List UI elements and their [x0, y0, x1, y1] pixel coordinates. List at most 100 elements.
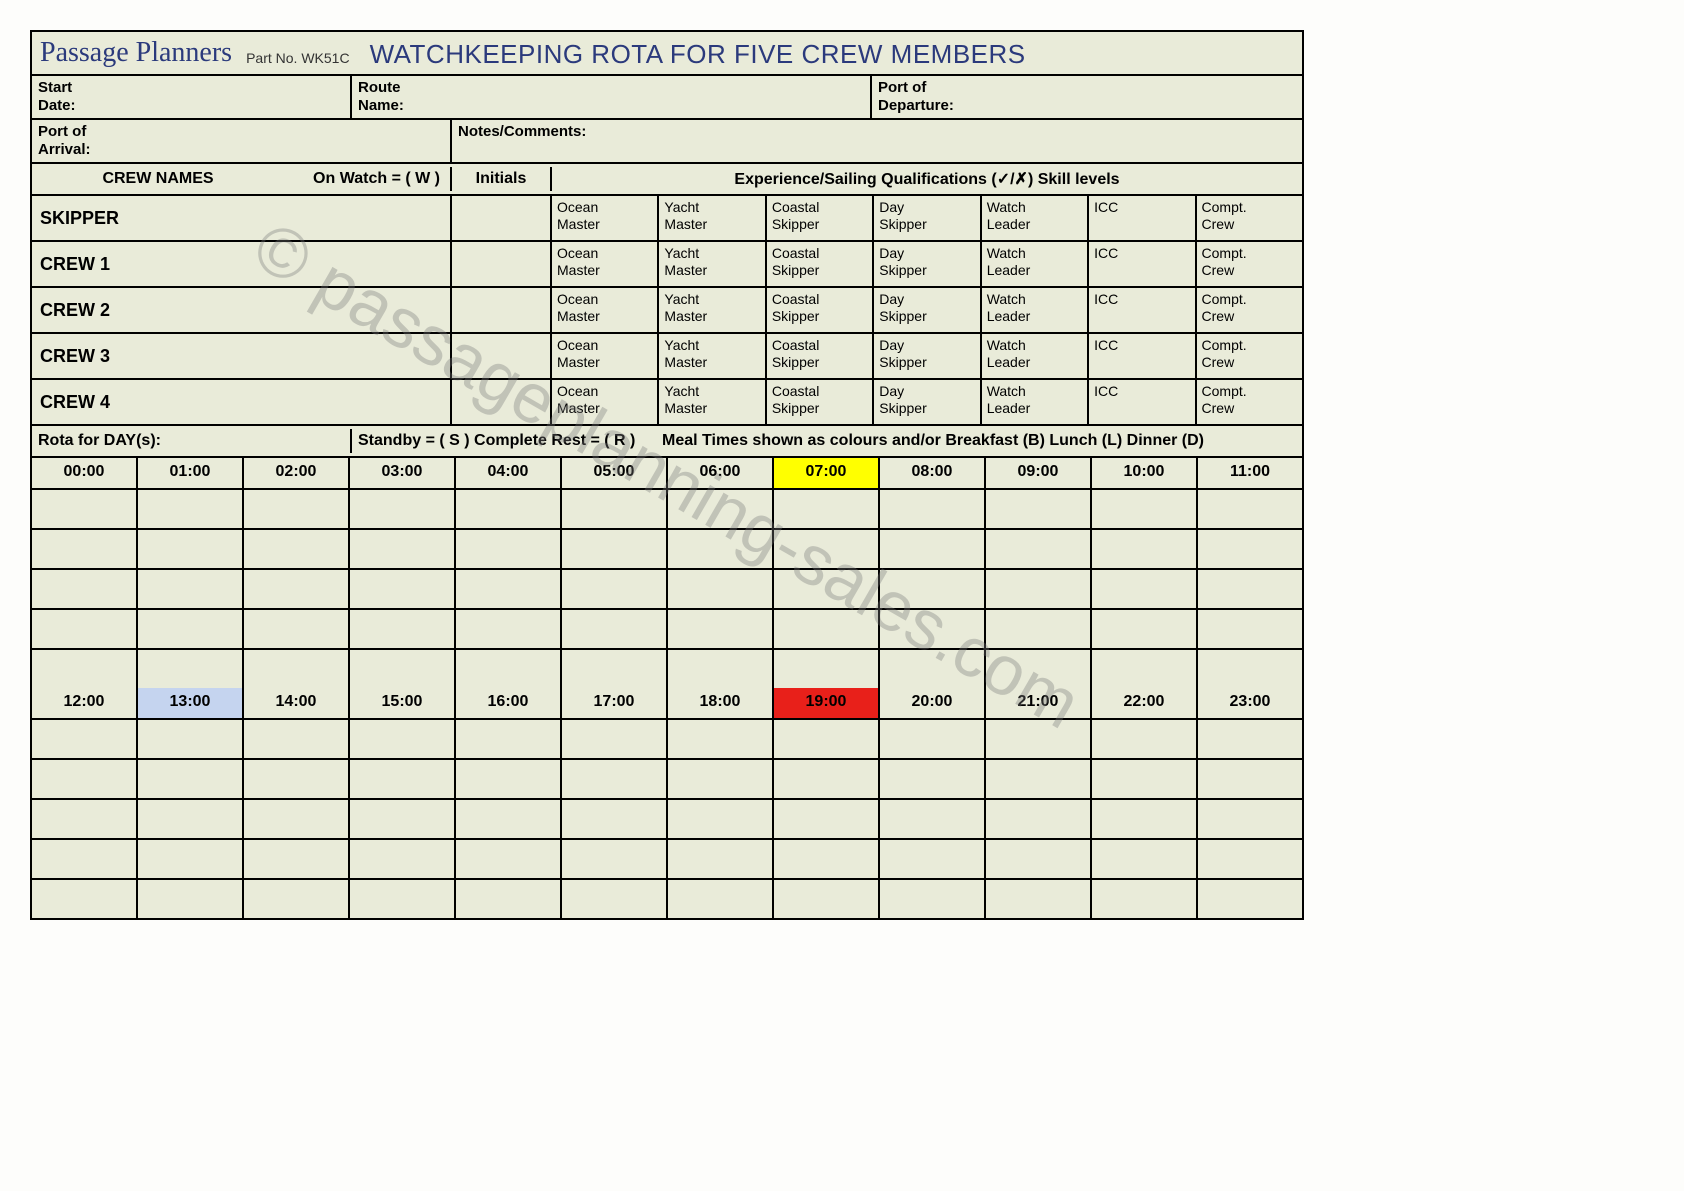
grid-cell[interactable] — [880, 530, 986, 568]
grid-cell[interactable] — [32, 650, 138, 688]
grid-cell[interactable] — [1198, 650, 1302, 688]
grid-cell[interactable] — [774, 720, 880, 758]
grid-cell[interactable] — [456, 530, 562, 568]
grid-cell[interactable] — [1198, 840, 1302, 878]
grid-cell[interactable] — [32, 570, 138, 608]
initials-cell[interactable] — [452, 242, 552, 286]
grid-cell[interactable] — [350, 650, 456, 688]
grid-cell[interactable] — [668, 720, 774, 758]
grid-cell[interactable] — [986, 760, 1092, 798]
grid-cell[interactable] — [456, 610, 562, 648]
grid-cell[interactable] — [986, 530, 1092, 568]
grid-cell[interactable] — [456, 880, 562, 918]
grid-cell[interactable] — [32, 840, 138, 878]
initials-cell[interactable] — [452, 380, 552, 424]
grid-cell[interactable] — [350, 490, 456, 528]
grid-cell[interactable] — [456, 800, 562, 838]
grid-cell[interactable] — [986, 570, 1092, 608]
grid-cell[interactable] — [562, 650, 668, 688]
grid-cell[interactable] — [1092, 720, 1198, 758]
grid-cell[interactable] — [350, 610, 456, 648]
initials-cell[interactable] — [452, 288, 552, 332]
grid-cell[interactable] — [986, 490, 1092, 528]
grid-cell[interactable] — [668, 610, 774, 648]
grid-cell[interactable] — [668, 840, 774, 878]
grid-cell[interactable] — [774, 530, 880, 568]
grid-cell[interactable] — [456, 650, 562, 688]
grid-cell[interactable] — [1092, 800, 1198, 838]
grid-cell[interactable] — [138, 800, 244, 838]
grid-cell[interactable] — [1092, 570, 1198, 608]
grid-cell[interactable] — [880, 720, 986, 758]
grid-cell[interactable] — [562, 570, 668, 608]
grid-cell[interactable] — [1198, 490, 1302, 528]
grid-cell[interactable] — [138, 610, 244, 648]
grid-cell[interactable] — [880, 760, 986, 798]
grid-cell[interactable] — [1092, 650, 1198, 688]
grid-cell[interactable] — [244, 840, 350, 878]
grid-cell[interactable] — [774, 570, 880, 608]
grid-cell[interactable] — [1198, 880, 1302, 918]
grid-cell[interactable] — [774, 490, 880, 528]
grid-cell[interactable] — [456, 570, 562, 608]
grid-cell[interactable] — [880, 880, 986, 918]
grid-cell[interactable] — [350, 760, 456, 798]
grid-cell[interactable] — [138, 490, 244, 528]
grid-cell[interactable] — [562, 530, 668, 568]
grid-cell[interactable] — [138, 570, 244, 608]
grid-cell[interactable] — [1092, 840, 1198, 878]
grid-cell[interactable] — [774, 880, 880, 918]
grid-cell[interactable] — [1092, 490, 1198, 528]
grid-cell[interactable] — [986, 720, 1092, 758]
grid-cell[interactable] — [244, 720, 350, 758]
grid-cell[interactable] — [1092, 530, 1198, 568]
grid-cell[interactable] — [668, 880, 774, 918]
grid-cell[interactable] — [350, 800, 456, 838]
initials-cell[interactable] — [452, 334, 552, 378]
grid-cell[interactable] — [668, 530, 774, 568]
grid-cell[interactable] — [244, 880, 350, 918]
grid-cell[interactable] — [1198, 610, 1302, 648]
grid-cell[interactable] — [456, 720, 562, 758]
grid-cell[interactable] — [244, 530, 350, 568]
grid-cell[interactable] — [138, 530, 244, 568]
grid-cell[interactable] — [32, 720, 138, 758]
grid-cell[interactable] — [668, 650, 774, 688]
grid-cell[interactable] — [244, 490, 350, 528]
grid-cell[interactable] — [350, 880, 456, 918]
grid-cell[interactable] — [1092, 760, 1198, 798]
grid-cell[interactable] — [1198, 760, 1302, 798]
grid-cell[interactable] — [32, 800, 138, 838]
grid-cell[interactable] — [244, 650, 350, 688]
grid-cell[interactable] — [986, 610, 1092, 648]
grid-cell[interactable] — [32, 760, 138, 798]
grid-cell[interactable] — [880, 490, 986, 528]
grid-cell[interactable] — [350, 720, 456, 758]
grid-cell[interactable] — [880, 610, 986, 648]
grid-cell[interactable] — [562, 840, 668, 878]
grid-cell[interactable] — [986, 800, 1092, 838]
grid-cell[interactable] — [350, 530, 456, 568]
grid-cell[interactable] — [350, 840, 456, 878]
grid-cell[interactable] — [562, 720, 668, 758]
grid-cell[interactable] — [880, 840, 986, 878]
grid-cell[interactable] — [1198, 720, 1302, 758]
grid-cell[interactable] — [244, 800, 350, 838]
grid-cell[interactable] — [244, 570, 350, 608]
grid-cell[interactable] — [32, 880, 138, 918]
grid-cell[interactable] — [562, 490, 668, 528]
grid-cell[interactable] — [986, 650, 1092, 688]
grid-cell[interactable] — [774, 760, 880, 798]
grid-cell[interactable] — [456, 490, 562, 528]
grid-cell[interactable] — [986, 840, 1092, 878]
initials-cell[interactable] — [452, 196, 552, 240]
grid-cell[interactable] — [1198, 570, 1302, 608]
grid-cell[interactable] — [774, 800, 880, 838]
grid-cell[interactable] — [1092, 610, 1198, 648]
grid-cell[interactable] — [1092, 880, 1198, 918]
grid-cell[interactable] — [668, 490, 774, 528]
grid-cell[interactable] — [138, 720, 244, 758]
grid-cell[interactable] — [668, 760, 774, 798]
grid-cell[interactable] — [774, 610, 880, 648]
grid-cell[interactable] — [138, 760, 244, 798]
